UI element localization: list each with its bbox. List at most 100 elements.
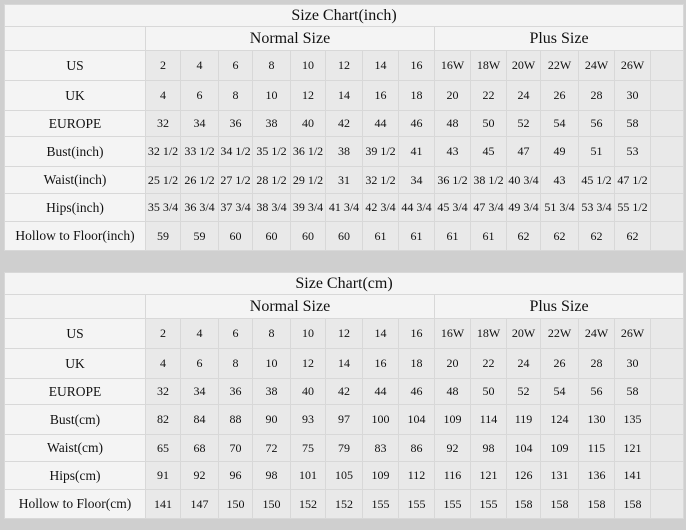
table-cell: 40 [290, 110, 326, 137]
table-cell: 101 [290, 461, 326, 490]
chart-title: Size Chart(cm) [3, 272, 685, 295]
table-cell: 18W [470, 50, 507, 81]
table-cell: 150 [218, 489, 253, 519]
row-label: Bust(inch) [4, 136, 146, 167]
table-cell: 12 [325, 318, 363, 349]
table-cell: 12 [290, 80, 326, 111]
table-cell: 109 [434, 404, 471, 435]
table-cell: 96 [218, 461, 253, 490]
table-cell: 26 [540, 348, 579, 379]
table-cell: 46 [398, 110, 435, 137]
table-cell: 70 [218, 434, 253, 462]
table-cell: 6 [218, 50, 253, 81]
empty-cell [649, 166, 685, 194]
table-cell: 22 [470, 80, 507, 111]
table-cell: 6 [180, 348, 219, 379]
table-cell: 35 1/2 [252, 136, 291, 167]
row-label: UK [4, 80, 146, 111]
table-cell: 75 [290, 434, 326, 462]
table-cell: 42 [325, 110, 363, 137]
table-cell: 32 1/2 [362, 166, 399, 194]
group-header-plus: Plus Size [433, 294, 685, 319]
table-row: Bust(cm) 82 84 88 90 93 97 100 104 109 114 119 124 13… [4, 404, 685, 435]
table-cell: 31 [325, 166, 363, 194]
table-cell: 47 [506, 136, 541, 167]
row-label: Hips(inch) [4, 193, 146, 222]
table-cell: 60 [325, 221, 363, 251]
table-cell: 54 [540, 110, 579, 137]
empty-cell [649, 461, 685, 490]
table-cell: 65 [145, 434, 181, 462]
table-cell: 8 [218, 348, 253, 379]
table-cell: 62 [540, 221, 579, 251]
table-cell: 4 [180, 50, 219, 81]
table-cell: 45 [470, 136, 507, 167]
table-cell: 121 [614, 434, 651, 462]
table-cell: 109 [540, 434, 579, 462]
table-cell: 20W [506, 50, 541, 81]
table-cell: 42 3/4 [362, 193, 399, 222]
table-cell: 6 [218, 318, 253, 349]
table-cell: 36 1/2 [434, 166, 471, 194]
table-cell: 68 [180, 434, 219, 462]
table-cell: 25 1/2 [145, 166, 181, 194]
table-cell: 150 [252, 489, 291, 519]
table-cell: 147 [180, 489, 219, 519]
table-cell: 34 [398, 166, 435, 194]
row-label: US [4, 50, 146, 81]
table-cell: 37 3/4 [218, 193, 253, 222]
table-cell: 30 [614, 80, 651, 111]
empty-cell [649, 221, 685, 251]
table-cell: 48 [434, 378, 471, 405]
table-cell: 32 [145, 378, 181, 405]
table-row: Waist(cm) 65 68 70 72 75 79 83 86 92 98 104 109 115 12… [4, 434, 685, 462]
table-cell: 49 3/4 [506, 193, 541, 222]
table-cell: 4 [145, 348, 181, 379]
table-cell: 27 1/2 [218, 166, 253, 194]
table-cell: 58 [614, 110, 651, 137]
table-cell: 141 [614, 461, 651, 490]
table-row: US 2 4 6 8 10 12 14 16 16W 18W 20W 22W 24W 26W [4, 50, 685, 81]
empty-cell [649, 80, 685, 111]
table-cell: 92 [434, 434, 471, 462]
corner-cell [4, 26, 146, 51]
table-cell: 90 [252, 404, 291, 435]
table-cell: 38 [325, 136, 363, 167]
empty-cell [649, 110, 685, 137]
table-cell: 16 [398, 50, 435, 81]
table-row: Bust(inch) 32 1/2 33 1/2 34 1/2 35 1/2 36 1/2… [4, 136, 685, 167]
table-cell: 14 [362, 318, 399, 349]
table-cell: 26W [614, 50, 651, 81]
row-label: Waist(inch) [4, 166, 146, 194]
table-cell: 12 [325, 50, 363, 81]
table-cell: 119 [506, 404, 541, 435]
empty-cell [649, 434, 685, 462]
table-row: Waist(inch) 25 1/2 26 1/2 27 1/2 28 1/2 29 1/… [4, 166, 685, 194]
table-cell: 83 [362, 434, 399, 462]
table-cell: 10 [252, 80, 291, 111]
table-row: UK 4 6 8 10 12 14 16 18 20 22 24 26 28 30 [4, 348, 685, 379]
table-cell: 34 [180, 110, 219, 137]
table-cell: 16W [434, 50, 471, 81]
table-cell: 115 [578, 434, 615, 462]
table-cell: 45 3/4 [434, 193, 471, 222]
table-cell: 53 [614, 136, 651, 167]
table-cell: 14 [325, 80, 363, 111]
table-cell: 38 [252, 378, 291, 405]
table-cell: 130 [578, 404, 615, 435]
table-cell: 41 [398, 136, 435, 167]
table-cell: 50 [470, 378, 507, 405]
table-cell: 131 [540, 461, 579, 490]
table-cell: 141 [145, 489, 181, 519]
empty-cell [649, 193, 685, 222]
size-chart-cm: Size Chart(cm) Normal Size Plus Size US 2 4 6 8… [3, 272, 685, 519]
table-row: Hips(cm) 91 92 96 98 101 105 109 112 116 121 126 131… [4, 461, 685, 490]
table-cell: 39 3/4 [290, 193, 326, 222]
table-cell: 52 [506, 110, 541, 137]
empty-cell [649, 50, 685, 81]
table-cell: 59 [145, 221, 181, 251]
table-row: EUROPE 32 34 36 38 40 42 44 46 48 50 52 54 56 58 [4, 110, 685, 137]
table-cell: 62 [614, 221, 651, 251]
table-cell: 10 [290, 318, 326, 349]
table-cell: 52 [506, 378, 541, 405]
